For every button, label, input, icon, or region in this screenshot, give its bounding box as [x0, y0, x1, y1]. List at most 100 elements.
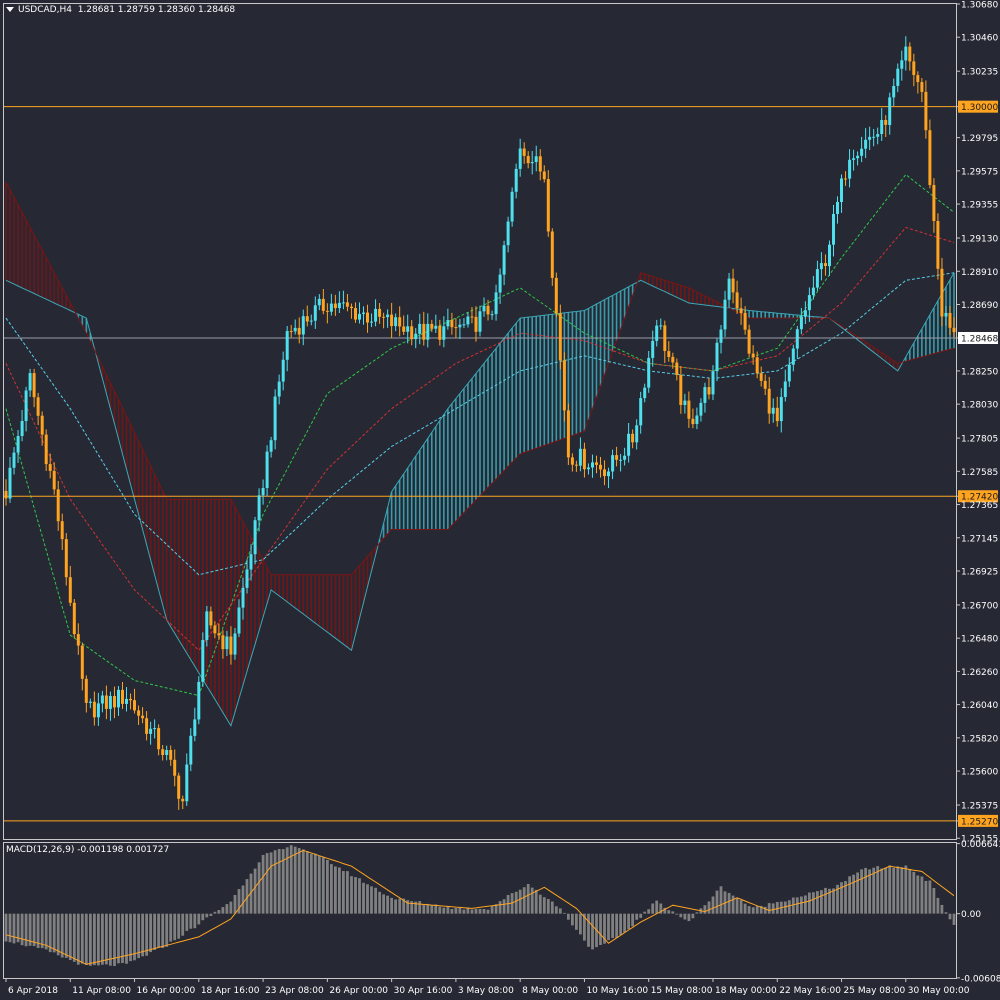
- macd-histogram-bar: [317, 856, 321, 914]
- macd-histogram-bar: [876, 866, 880, 914]
- macd-histogram-bar: [587, 913, 590, 947]
- candle-body: [582, 448, 586, 470]
- macd-histogram-bar: [330, 864, 333, 914]
- macd-histogram-bar: [394, 899, 397, 914]
- macd-histogram-bar: [16, 913, 20, 943]
- candle-body: [8, 467, 12, 499]
- candle-body: [293, 327, 297, 332]
- candle-body: [52, 470, 56, 490]
- macd-histogram-bar: [607, 913, 610, 941]
- macd-histogram-bar: [603, 913, 606, 944]
- price-tick-label: 1.28910: [961, 268, 998, 278]
- macd-histogram-bar: [342, 871, 345, 914]
- candle-body: [173, 759, 177, 776]
- macd-histogram-bar: [265, 853, 269, 914]
- candle-body: [795, 329, 799, 349]
- candle-body: [856, 155, 860, 159]
- candle-body: [141, 715, 145, 719]
- macd-histogram-bar: [32, 913, 36, 947]
- candle-body: [498, 274, 502, 293]
- macd-histogram-bar: [498, 901, 502, 914]
- macd-histogram-bar: [145, 913, 148, 956]
- macd-histogram-bar: [506, 895, 510, 914]
- candle-body: [366, 312, 369, 323]
- macd-histogram-bar: [707, 901, 711, 914]
- candle-body: [888, 97, 892, 125]
- candle-body: [402, 326, 406, 332]
- macd-histogram-bar: [109, 913, 112, 966]
- candle-body: [362, 312, 365, 314]
- candle-body: [217, 633, 221, 636]
- price-tick-label: 1.26260: [961, 668, 998, 678]
- macd-histogram-bar: [418, 901, 422, 914]
- candle-body: [872, 136, 876, 138]
- price-tick-label: 1.25600: [961, 768, 998, 778]
- macd-histogram-bar: [747, 906, 751, 914]
- macd-signal-line: [5, 849, 955, 965]
- macd-histogram-bar: [68, 913, 72, 960]
- candle-body: [876, 134, 880, 137]
- candle-body: [48, 464, 52, 471]
- price-tick-label: 1.28030: [961, 401, 998, 411]
- candle-body: [811, 287, 815, 296]
- candle-body: [603, 469, 606, 477]
- candle-body: [623, 455, 627, 460]
- macd-histogram-bar: [518, 889, 522, 914]
- candle-body: [707, 387, 711, 395]
- candle-body: [426, 323, 430, 340]
- macd-histogram-bar: [422, 904, 426, 914]
- macd-histogram-bar: [952, 913, 956, 925]
- macd-histogram-bar: [619, 913, 622, 935]
- macd-histogram-bar: [133, 913, 136, 961]
- candle-body: [952, 327, 956, 333]
- candle-body: [864, 139, 868, 149]
- macd-histogram-bar: [526, 884, 530, 914]
- candle-body: [566, 410, 570, 458]
- macd-histogram-bar: [896, 866, 900, 914]
- macd-histogram-bar: [514, 891, 518, 914]
- macd-histogram-bar: [554, 906, 558, 914]
- candle-body: [723, 299, 727, 330]
- macd-histogram-bar: [695, 912, 699, 914]
- candle-body: [466, 316, 470, 325]
- macd-histogram-bar: [289, 845, 293, 914]
- candle-body: [860, 148, 864, 156]
- macd-tick-label: -0.006085: [961, 974, 1000, 984]
- candle-body: [940, 268, 944, 317]
- macd-histogram-bar: [546, 899, 550, 914]
- candle-body: [683, 400, 687, 405]
- macd-histogram-bar: [426, 903, 430, 914]
- macd-histogram-bar: [679, 913, 683, 918]
- candle-body: [767, 388, 771, 414]
- candle-body: [209, 611, 213, 626]
- macd-histogram-bar: [920, 876, 924, 914]
- candle-body: [297, 327, 301, 335]
- candle-body: [912, 61, 916, 75]
- macd-histogram-bar: [478, 908, 482, 914]
- macd-histogram-bar: [763, 906, 767, 914]
- macd-histogram-bar: [462, 909, 466, 914]
- candle-body: [221, 635, 225, 650]
- candle-body: [76, 634, 80, 646]
- candle-body: [470, 316, 474, 318]
- macd-histogram-bar: [181, 913, 185, 936]
- candle-body: [44, 434, 48, 465]
- macd-histogram-bar: [948, 913, 952, 920]
- candle-body: [755, 357, 759, 374]
- macd-histogram-bar: [374, 887, 377, 914]
- macd-histogram-bar: [386, 895, 389, 914]
- candle-body: [450, 320, 454, 328]
- macd-histogram-bar: [490, 905, 494, 914]
- price-tick-label: 1.29130: [961, 235, 998, 245]
- macd-histogram-bar: [579, 913, 582, 935]
- candle-body: [406, 326, 410, 332]
- candle-body: [687, 400, 691, 419]
- macd-histogram-bar: [530, 887, 534, 914]
- chart-menu-triangle-icon[interactable]: [6, 7, 14, 12]
- macd-histogram-bar: [117, 913, 120, 964]
- macd-histogram-bar: [832, 888, 835, 914]
- candle-body: [161, 749, 165, 755]
- macd-indicator: 0.006641 0.00 -0.006085: [4, 840, 1000, 984]
- price-tick-label: 1.30460: [961, 34, 998, 44]
